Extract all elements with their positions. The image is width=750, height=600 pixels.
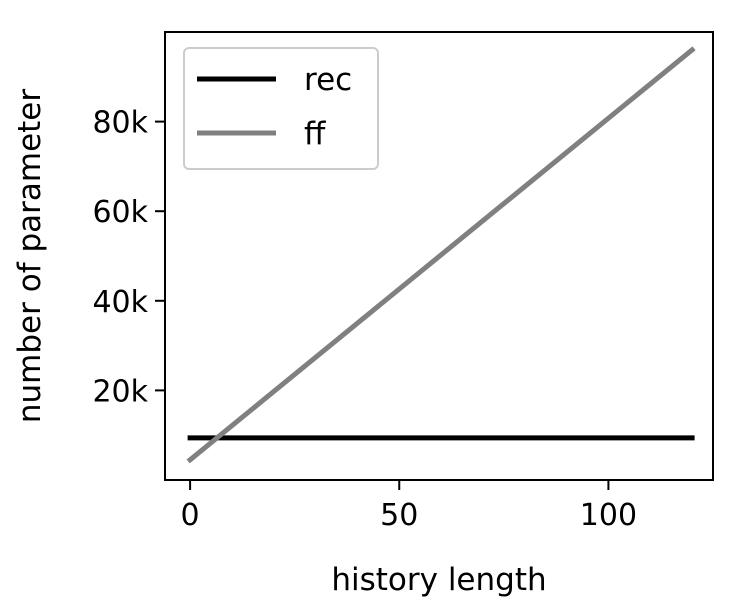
legend-label-ff: ff <box>304 116 326 152</box>
y-tick-label: 60k <box>92 195 148 230</box>
plot-frame <box>164 31 714 481</box>
x-axis-ticks: 0 50 100 <box>181 480 637 533</box>
x-axis-label: history length <box>331 562 546 598</box>
x-tick-label: 0 <box>181 498 200 533</box>
x-tick-label: 50 <box>380 498 418 533</box>
y-axis-label: number of parameter <box>12 89 48 423</box>
y-tick-label: 80k <box>92 106 148 141</box>
y-tick-label: 40k <box>92 285 148 320</box>
legend-label-rec: rec <box>304 62 352 98</box>
series-line-ff <box>186 46 696 464</box>
y-axis-ticks: 20k 40k 60k 80k <box>92 106 165 409</box>
y-tick-label: 20k <box>92 374 148 409</box>
legend: rec ff <box>183 47 379 170</box>
x-tick-label: 100 <box>580 498 637 533</box>
series-layer <box>186 46 696 464</box>
